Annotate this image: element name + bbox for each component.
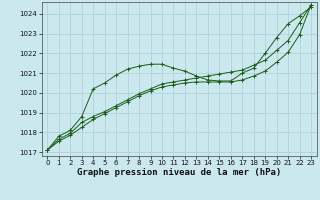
X-axis label: Graphe pression niveau de la mer (hPa): Graphe pression niveau de la mer (hPa) (77, 168, 281, 177)
